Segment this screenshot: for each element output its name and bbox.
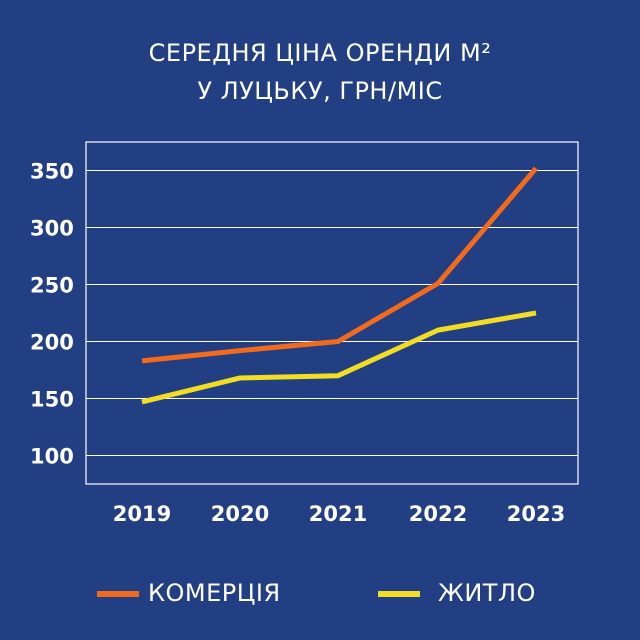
chart-title-line-1: СЕРЕДНЯ ЦІНА ОРЕНДИ М²	[148, 39, 492, 67]
series-line-residential	[141, 310, 537, 405]
y-tick-label: 100	[30, 445, 74, 469]
x-axis-ticks: 2019 2020 2021 2022 2023	[113, 502, 565, 526]
x-tick-label: 2021	[309, 502, 367, 526]
x-tick-label: 2019	[113, 502, 171, 526]
y-tick-label: 250	[30, 274, 74, 298]
x-tick-label: 2020	[211, 502, 269, 526]
chart-title-line-2: У ЛУЦЬКУ, ГРН/МІС	[197, 77, 443, 105]
series-lines	[141, 166, 538, 405]
chart-title: СЕРЕДНЯ ЦІНА ОРЕНДИ М² У ЛУЦЬКУ, ГРН/МІС	[0, 34, 640, 110]
x-tick-label: 2023	[507, 502, 565, 526]
plot-area	[85, 141, 579, 485]
legend-label-residential: ЖИТЛО	[438, 579, 536, 607]
legend-label-commercial: КОМЕРЦІЯ	[148, 579, 281, 607]
grid-lines	[86, 170, 578, 456]
y-axis-ticks: 100 150 200 250 300 350	[30, 160, 74, 469]
y-tick-label: 150	[30, 388, 74, 412]
series-line-commercial	[141, 166, 538, 364]
y-tick-label: 350	[30, 160, 74, 184]
y-tick-label: 300	[30, 217, 74, 241]
x-tick-label: 2022	[409, 502, 467, 526]
y-tick-label: 200	[30, 331, 74, 355]
